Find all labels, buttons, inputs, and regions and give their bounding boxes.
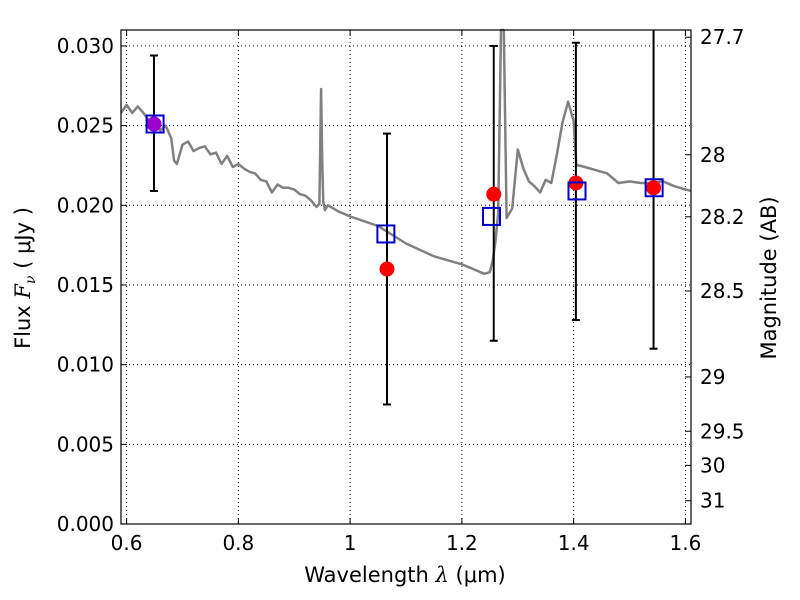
y-tick-label: 0.015 (57, 273, 114, 297)
plot-frame (120, 29, 692, 525)
x-tick-label: 1.2 (446, 531, 478, 555)
x-axis: 0.6 0.8 1 1.2 1.4 1.6 (111, 30, 702, 555)
y2-axis: 27.7 28 28.2 28.5 29 29.5 30 31 (685, 25, 745, 513)
data-point-circle (379, 261, 395, 277)
y-tick-label: 0.030 (57, 34, 114, 58)
data-point-circle (646, 180, 662, 196)
y2-tick-label: 29.5 (700, 419, 745, 443)
y-tick-label: 0.025 (57, 114, 114, 138)
y2-axis-label: Magnitude (AB) (757, 196, 781, 359)
y-tick-label: 0.010 (57, 353, 114, 377)
y2-tick-label: 28.2 (700, 205, 745, 229)
y2-tick-label: 30 (700, 453, 725, 477)
x-tick-label: 0.8 (222, 531, 254, 555)
x-tick-label: 1 (344, 531, 357, 555)
y-tick-label: 0.020 (57, 193, 114, 217)
spectrum-line (119, 28, 692, 276)
y2-tick-label: 27.7 (700, 25, 745, 49)
y-tick-label: 0.000 (57, 512, 114, 536)
data-point-square (145, 114, 165, 134)
y2-tick-label: 28 (700, 143, 725, 167)
y2-tick-label: 29 (700, 365, 725, 389)
photometry-points (146, 116, 662, 277)
model-photometry-points (145, 114, 664, 244)
x-tick-label: 1.6 (670, 531, 702, 555)
data-point-square (376, 224, 396, 244)
data-point-circle (146, 116, 162, 132)
x-tick-label: 0.6 (111, 531, 143, 555)
data-point-square (482, 206, 501, 226)
data-point-circle (486, 186, 502, 202)
data-point-square (644, 178, 664, 198)
y-axis-label: Flux Fν ( μJy ) (11, 207, 39, 349)
data-point-square (567, 181, 587, 201)
x-axis-label: Wavelength λ (μm) (304, 563, 505, 587)
y2-tick-label: 31 (700, 489, 725, 513)
y-axis: 0.000 0.005 0.010 0.015 0.020 0.025 0.030 (57, 34, 127, 536)
x-tick-label: 1.4 (558, 531, 590, 555)
y-tick-label: 0.005 (57, 432, 114, 456)
model-spectrum (119, 28, 692, 276)
y2-tick-label: 28.5 (700, 279, 745, 303)
